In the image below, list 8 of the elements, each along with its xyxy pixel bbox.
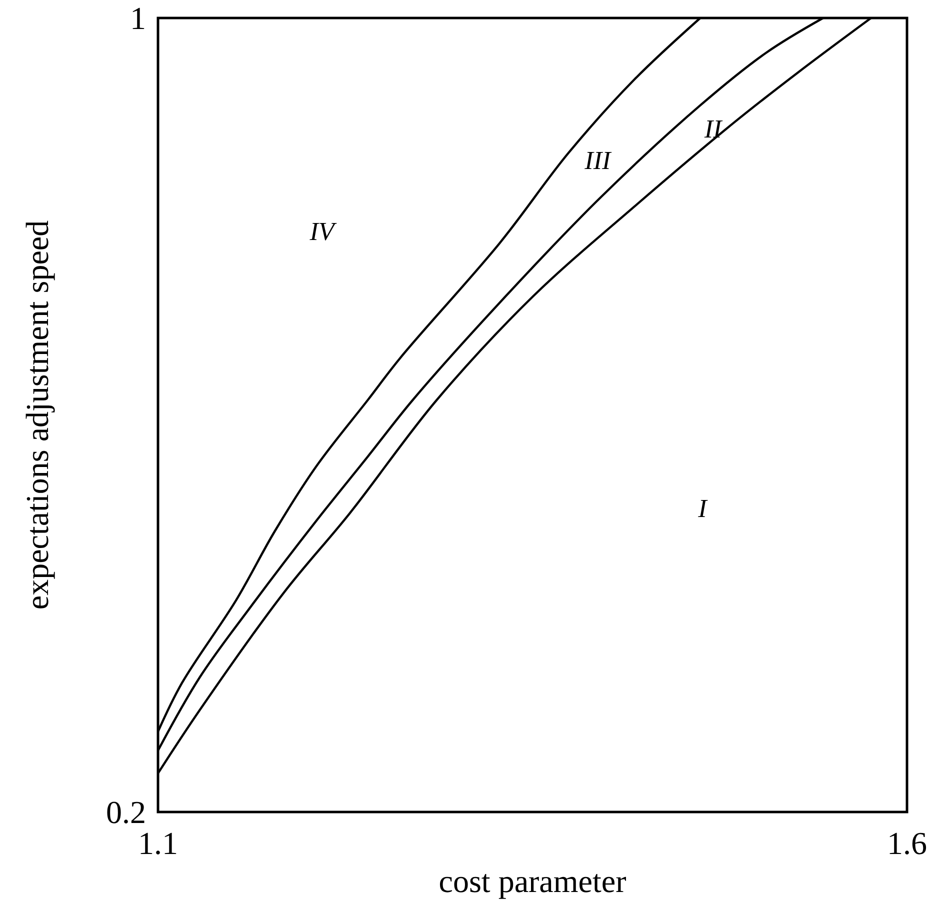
y-tick-label: 1 <box>130 0 146 36</box>
annotation: III <box>584 146 612 176</box>
x-axis-title: cost parameter <box>438 863 627 899</box>
annotation: I <box>697 494 708 523</box>
annotation: IV <box>308 216 338 246</box>
y-axis-title: expectations adjustment speed <box>19 220 55 610</box>
x-tick-label: 1.6 <box>887 825 927 861</box>
annotation: II <box>703 114 724 144</box>
